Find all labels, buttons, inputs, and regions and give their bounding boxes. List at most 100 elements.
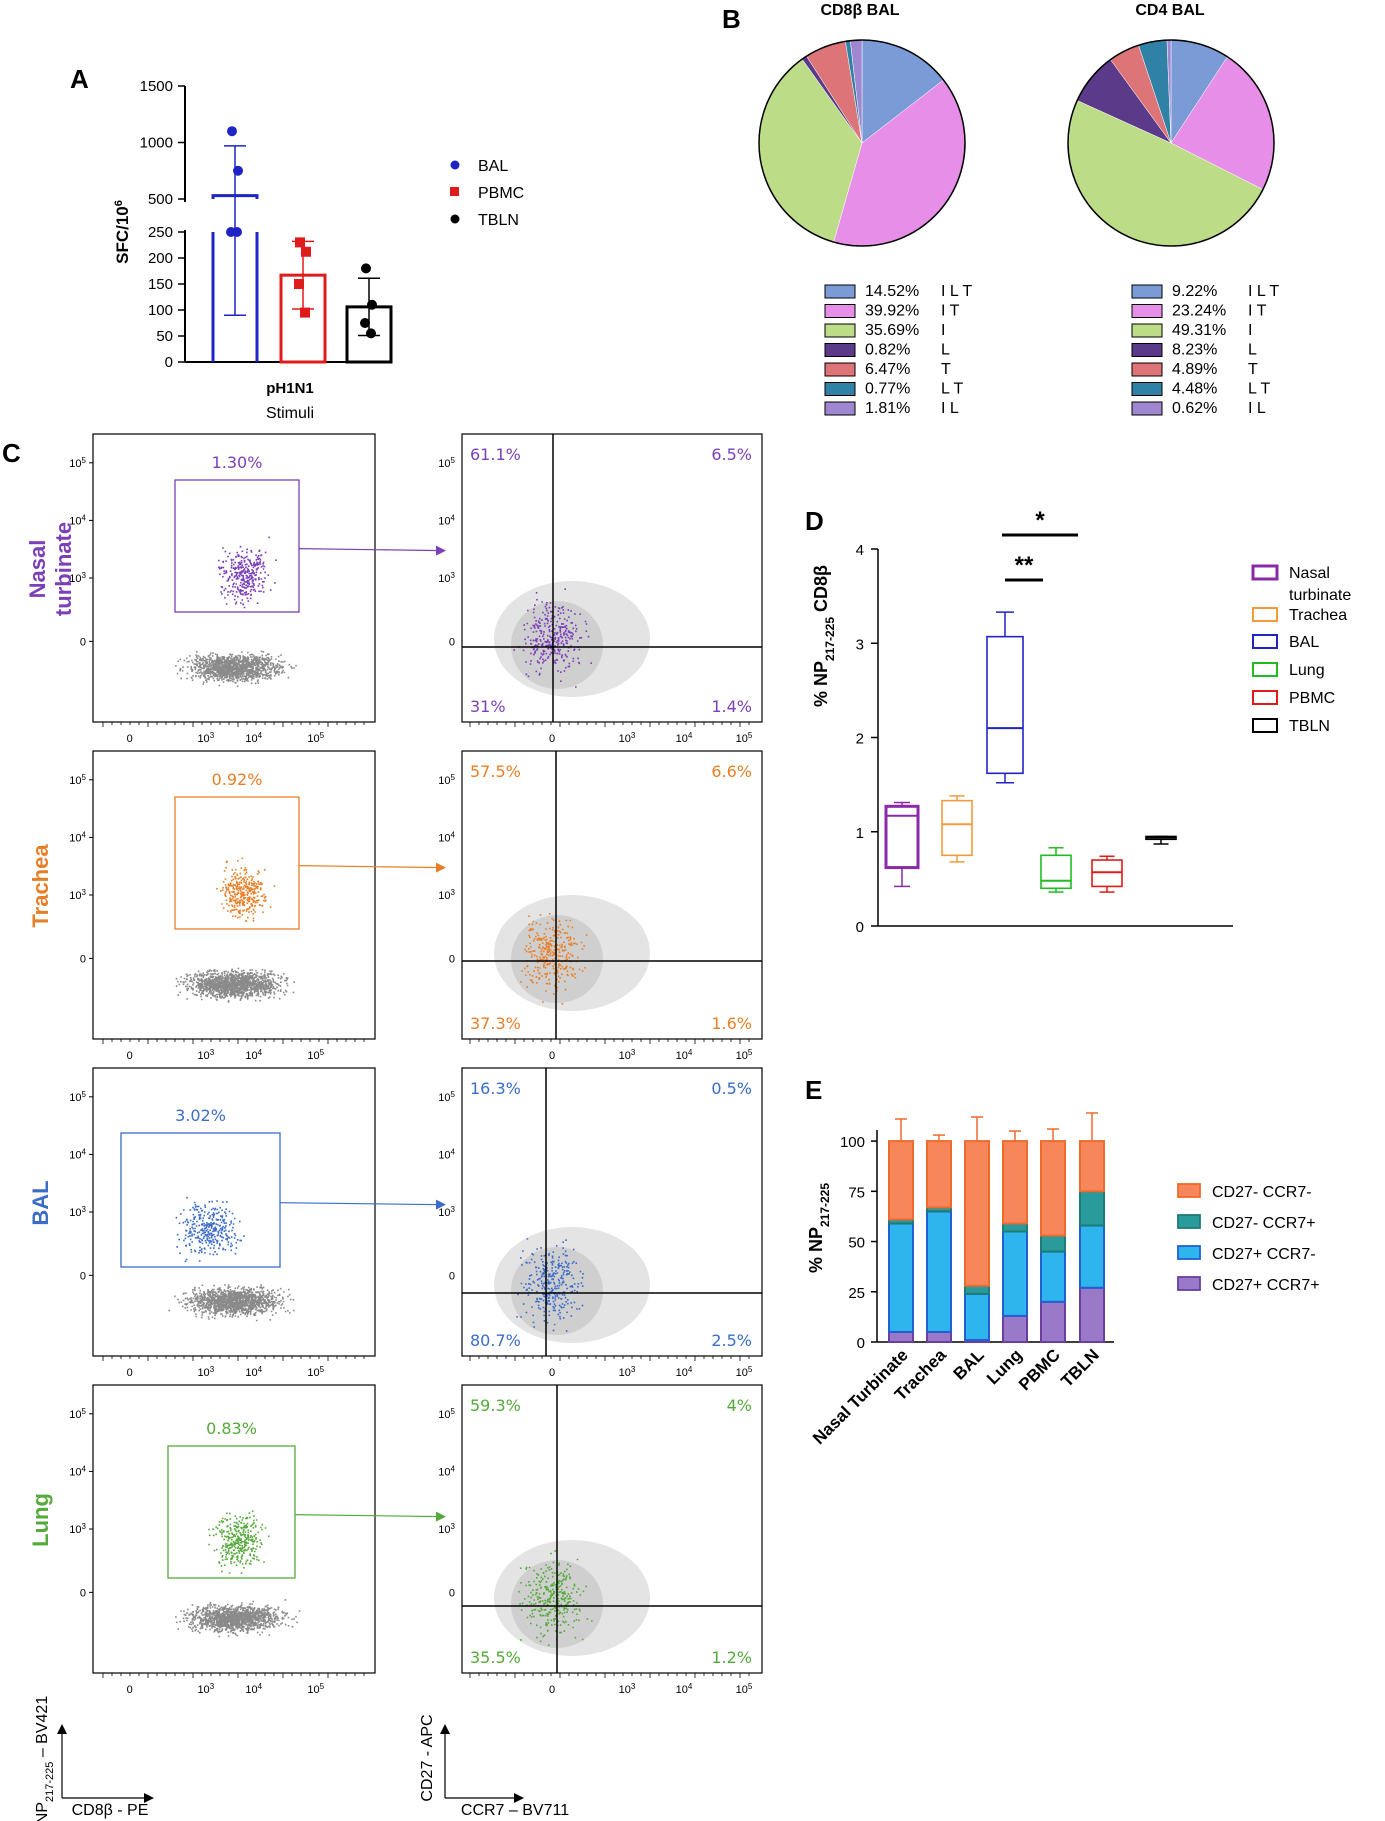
pie-legend-pct: 4.48% <box>1172 381 1217 398</box>
flow-arrow <box>298 865 444 869</box>
flow-left-ytick: 104 <box>69 513 86 528</box>
flow-left-xtick: 0 <box>127 1684 133 1696</box>
flow-left-ytick: 104 <box>69 830 86 845</box>
flow-right-ytick-base: 10 <box>438 1149 450 1161</box>
panel-d-legend-label: turbinate <box>1289 587 1351 604</box>
panel-d-legend-swatch <box>1251 564 1279 581</box>
panel-a-point <box>360 318 370 328</box>
flow-left-ytick-base: 10 <box>69 890 81 902</box>
flow-right-ytick: 103 <box>438 1522 455 1537</box>
flow-right-xtick: 103 <box>619 1682 636 1697</box>
panel-e-ytick-label: 75 <box>848 1184 865 1201</box>
flow-left-xtick: 0 <box>127 1050 133 1062</box>
panel-e-segment <box>964 1292 990 1341</box>
flow-quad-ll: 31% <box>470 697 506 716</box>
panel-d-ytick-label: 3 <box>856 636 864 653</box>
flow-right-ytick-sup: 4 <box>451 1464 456 1473</box>
panel-d-box <box>1040 854 1072 890</box>
flow-right-ytick-base: 10 <box>438 890 450 902</box>
flow-left-xtick-sup: 5 <box>320 1365 325 1374</box>
flow-left-xtick-sup: 3 <box>210 1682 215 1691</box>
flow-gray-population <box>175 650 297 687</box>
flow-left-ytick-base: 0 <box>80 953 86 965</box>
panel-a-legend-label: TBLN <box>478 212 519 229</box>
flow-left-xtick-base: 0 <box>127 1684 133 1696</box>
flow-right-xtick-sup: 5 <box>748 1048 753 1057</box>
flow-right-xtick-sup: 3 <box>631 1048 636 1057</box>
flow-left-ytick-sup: 5 <box>82 455 87 464</box>
flow-arrowhead <box>436 545 446 556</box>
flow-gate <box>174 796 300 930</box>
flow-left-xtick: 103 <box>197 1365 214 1380</box>
panel-a-xlabel: Stimuli <box>266 405 314 422</box>
panel-letter-c: C <box>2 438 21 468</box>
flow-right-ytick: 105 <box>438 455 455 470</box>
panel-e-segment <box>926 1210 952 1333</box>
panel-a-point <box>294 279 304 289</box>
flow-right-ytick: 103 <box>438 888 455 903</box>
panel-e-xtick-label: PBMC <box>1015 1345 1064 1394</box>
flow-right-ytick-base: 0 <box>449 1270 455 1282</box>
flow-right-ytick-sup: 5 <box>451 1089 456 1098</box>
panel-e-segment <box>1002 1140 1028 1225</box>
flow-right-ytick: 0 <box>449 1270 455 1282</box>
panel-e-legend-swatch <box>1177 1183 1201 1198</box>
panel-a-ytick-label: 150 <box>148 276 173 293</box>
panel-a-point <box>301 246 311 257</box>
panel-letter-d: D <box>805 506 824 536</box>
flow-arrow <box>279 1202 444 1206</box>
flow-right-axis-caption: CD27 - APC CCR7 – BV711 <box>419 1714 569 1819</box>
flow-left-ytick-sup: 5 <box>82 772 87 781</box>
pie-legend-label: L T <box>1248 381 1270 398</box>
pie-legend-swatch <box>824 382 856 396</box>
pie-legend-swatch <box>1131 401 1163 416</box>
panel-a-ytick-label: 1500 <box>140 78 173 95</box>
flow-left-xtick-base: 10 <box>307 1367 319 1379</box>
flow-right-cells <box>518 1550 593 1646</box>
panel-e-segment <box>888 1222 914 1333</box>
flow-right-xtick-sup: 3 <box>631 1682 636 1691</box>
flow-right-ytick: 103 <box>438 571 455 586</box>
pie-legend-pct: 1.81% <box>865 400 910 417</box>
flow-right-ytick: 105 <box>438 772 455 787</box>
pie-legend-label: T <box>1248 361 1258 378</box>
flow-quad-ur: 0.5% <box>711 1079 752 1098</box>
pie-legend-swatch <box>1131 323 1163 338</box>
panel-d-ytick-label: 1 <box>856 825 864 842</box>
panel-a-point <box>232 227 242 237</box>
pie-legend-pct: 14.52% <box>865 283 919 300</box>
pie-legend-pct: 23.24% <box>1172 303 1226 320</box>
panel-d-legend-swatch <box>1252 607 1278 622</box>
pie-legend-swatch <box>1131 382 1163 396</box>
flow-left-xtick-base: 10 <box>245 1684 257 1696</box>
flow-right-xtick: 0 <box>549 1684 555 1696</box>
panel-d-legend-swatch <box>1252 690 1278 705</box>
flow-right-ytick-base: 10 <box>438 1466 450 1478</box>
flow-right-xtick: 103 <box>619 1048 636 1063</box>
panel-d-legend-label: PBMC <box>1289 690 1335 707</box>
panel-e-segment <box>1040 1140 1066 1237</box>
flow-left-ytick-base: 10 <box>69 775 81 787</box>
panel-e-legend-label: CD27- CCR7- <box>1212 1184 1312 1201</box>
flow-right-xtick-base: 10 <box>736 1050 748 1062</box>
flow-left-ytick-sup: 4 <box>82 1464 87 1473</box>
flow-right-xtick: 0 <box>549 733 555 745</box>
flow-left-ytick-sup: 3 <box>82 1522 87 1531</box>
flow-left-ytick-sup: 5 <box>82 1089 87 1098</box>
panel-a-legend-label: PBMC <box>478 185 524 202</box>
flow-gated-cells <box>216 857 276 922</box>
flow-left-xtick-base: 10 <box>197 733 209 745</box>
flow-left-ytick-sup: 4 <box>82 1147 87 1156</box>
flow-right-ytick-sup: 3 <box>451 1522 456 1531</box>
pie-legend-swatch <box>1131 362 1163 377</box>
flow-right-xtick-sup: 5 <box>748 1682 753 1691</box>
pie-legend-label: I L T <box>941 283 972 300</box>
flow-right-xtick: 105 <box>736 1365 753 1380</box>
flow-left-ytick-sup: 3 <box>82 1205 87 1214</box>
panel-e-legend-swatch <box>1177 1214 1201 1229</box>
flow-left-ytick: 0 <box>80 636 86 648</box>
flow-gate-pct: 0.92% <box>212 770 263 789</box>
panel-e-segment <box>1040 1250 1066 1303</box>
